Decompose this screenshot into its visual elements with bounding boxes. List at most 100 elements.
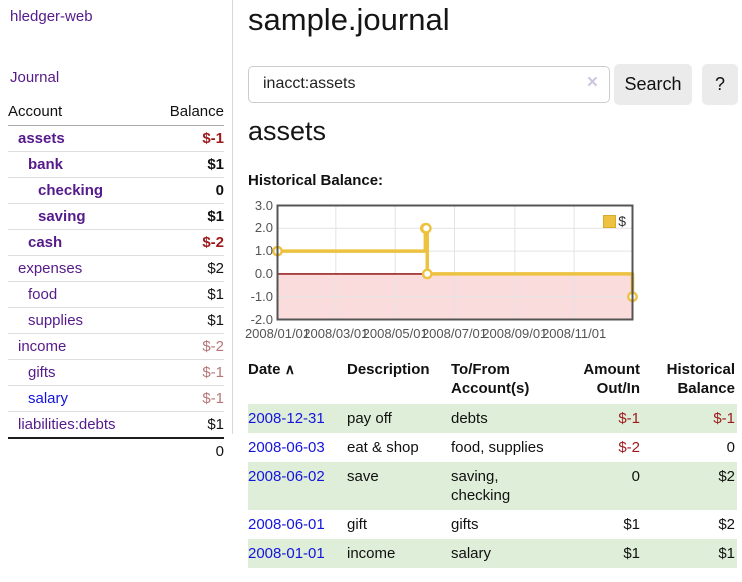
transaction-accounts: salary <box>451 545 492 562</box>
clear-search-icon[interactable]: × <box>586 72 598 93</box>
transaction-date-link[interactable]: 2008-06-01 <box>248 516 325 533</box>
transaction-row: 2008-06-03 eat & shop food, supplies $-2 0 <box>248 433 737 462</box>
transaction-amount: $1 <box>623 516 640 533</box>
accounts-total-value: 0 <box>151 437 224 464</box>
transaction-row: 2008-12-31 pay off debts $-1 $-1 <box>248 404 737 433</box>
legend-swatch-icon <box>603 214 617 228</box>
transaction-description: save <box>347 468 379 485</box>
page-title: sample.journal <box>248 2 450 37</box>
transaction-accounts: debts <box>451 410 488 427</box>
x-axis-tick-label: 2008/07/01 <box>421 326 488 341</box>
y-axis-tick-label: 3.0 <box>254 197 273 213</box>
search-bar: × Search ? <box>248 64 742 105</box>
account-row: checking 0 <box>8 177 224 204</box>
transaction-balance: $-1 <box>713 410 735 427</box>
historical-balance-chart: $ 3.0 2.0 1.0 0.0 -1.0 -2.0 2008/01/01 2008/03/… <box>245 198 642 346</box>
date-header-label: Date <box>248 361 281 378</box>
transaction-amount: $-2 <box>618 439 640 456</box>
account-link[interactable]: expenses <box>18 260 83 277</box>
account-balance: $-1 <box>151 125 224 152</box>
account-row: assets $-1 <box>8 125 224 152</box>
legend-label: $ <box>618 213 626 229</box>
account-balance: $1 <box>151 307 224 334</box>
account-balance: $1 <box>151 203 224 230</box>
transaction-date-link[interactable]: 2008-06-02 <box>248 468 325 485</box>
balance-column-header: Balance <box>151 99 224 126</box>
account-link[interactable]: gifts <box>28 364 56 381</box>
transaction-balance: 0 <box>726 439 735 456</box>
account-row: food $1 <box>8 281 224 308</box>
account-balance: $-1 <box>151 359 224 386</box>
amount-column-header: Amount Out/In <box>583 361 640 397</box>
account-row: saving $1 <box>8 203 224 230</box>
transaction-balance: $1 <box>718 545 735 562</box>
accounts-table: Account Balance assets $-1 bank $1 checking 0… <box>8 99 224 464</box>
transaction-description: gift <box>347 516 368 533</box>
sidebar: hledger-web Journal Account Balance asse… <box>0 0 233 464</box>
x-axis-tick-label: 2008/01/01 <box>244 326 311 341</box>
transactions-header-row: Date ∧ Description To/From Account(s) Am… <box>248 356 737 404</box>
account-row: expenses $2 <box>8 255 224 282</box>
chart-heading: Historical Balance: <box>248 172 384 189</box>
search-button[interactable]: Search <box>614 64 692 105</box>
transaction-date-link[interactable]: 2008-06-03 <box>248 439 325 456</box>
y-axis-tick-label: 2.0 <box>254 220 273 236</box>
transaction-row: 2008-06-01 gift gifts $1 $2 <box>248 510 737 539</box>
search-input-wrap[interactable]: × <box>248 66 610 103</box>
account-balance: $2 <box>151 255 224 282</box>
account-balance: $1 <box>151 411 224 439</box>
app-title-link[interactable]: hledger-web <box>10 8 93 25</box>
account-link[interactable]: liabilities:debts <box>18 416 116 433</box>
account-link[interactable]: income <box>18 338 67 355</box>
account-link[interactable]: food <box>28 286 58 303</box>
account-balance: $-2 <box>151 229 224 256</box>
y-axis-tick-label: -2.0 <box>250 311 273 327</box>
y-axis-tick-label: 0.0 <box>254 265 273 281</box>
help-button[interactable]: ? <box>702 64 738 105</box>
account-column-header: Account <box>8 99 152 126</box>
x-axis-tick-label: 2008/11/01 <box>542 326 607 341</box>
account-link[interactable]: saving <box>38 208 86 225</box>
transaction-accounts: food, supplies <box>451 439 544 456</box>
transaction-balance: $2 <box>718 516 735 533</box>
account-link[interactable]: cash <box>28 234 63 251</box>
transaction-description: income <box>347 545 396 562</box>
transaction-date-link[interactable]: 2008-12-31 <box>248 410 325 427</box>
y-axis-tick-label: -1.0 <box>250 288 273 304</box>
accounts-total-row: 0 <box>8 437 224 464</box>
account-balance: $1 <box>151 281 224 308</box>
transaction-row: 2008-06-02 save saving, checking 0 $2 <box>248 462 737 510</box>
transaction-accounts: gifts <box>451 516 479 533</box>
transaction-date-link[interactable]: 2008-01-01 <box>248 545 325 562</box>
x-axis-tick-label: 2008/09/01 <box>482 326 548 341</box>
chart-legend: $ <box>603 213 626 229</box>
date-column-header[interactable]: Date ∧ <box>248 356 347 404</box>
account-row: gifts $-1 <box>8 359 224 386</box>
account-heading: assets <box>248 116 327 146</box>
x-axis-tick-label: 2008/03/01 <box>303 326 369 341</box>
account-link[interactable]: checking <box>38 182 104 199</box>
transaction-accounts: saving, checking <box>451 468 511 504</box>
account-row: bank $1 <box>8 151 224 178</box>
account-link[interactable]: supplies <box>28 312 84 329</box>
transaction-balance: $2 <box>718 468 735 485</box>
main-content: sample.journal × Search ? assets Histori… <box>245 0 742 582</box>
sidebar-item-journal[interactable]: Journal <box>10 69 60 86</box>
sort-ascending-icon: ∧ <box>284 361 295 377</box>
account-link[interactable]: bank <box>28 156 64 173</box>
search-input[interactable] <box>261 74 581 94</box>
y-axis-tick-label: 1.0 <box>254 243 273 259</box>
transactions-table: Date ∧ Description To/From Account(s) Am… <box>248 356 737 568</box>
chart-canvas <box>272 204 638 321</box>
account-row: salary $-1 <box>8 385 224 412</box>
transaction-amount: $1 <box>623 545 640 562</box>
account-link[interactable]: assets <box>18 130 65 147</box>
account-balance: $1 <box>151 151 224 178</box>
account-row: liabilities:debts $1 <box>8 411 224 439</box>
account-link[interactable]: salary <box>28 390 69 407</box>
transaction-description: pay off <box>347 410 392 427</box>
account-balance: $-2 <box>151 333 224 360</box>
account-balance: 0 <box>151 177 224 204</box>
transaction-amount: 0 <box>631 468 640 485</box>
transaction-row: 2008-01-01 income salary $1 $1 <box>248 539 737 568</box>
